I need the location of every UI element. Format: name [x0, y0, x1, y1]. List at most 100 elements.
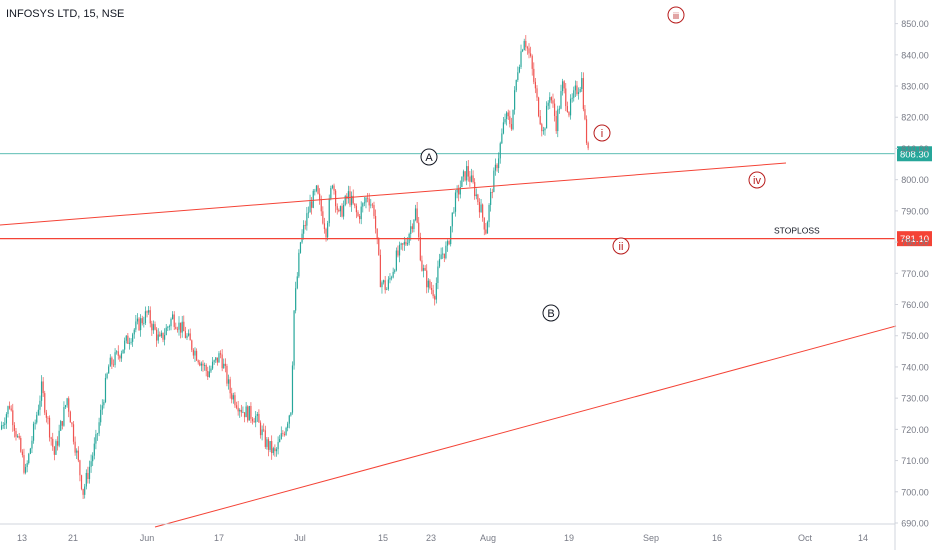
candle-body — [496, 164, 498, 169]
candle-body — [381, 282, 383, 288]
candle-body — [486, 221, 489, 234]
candle-body — [560, 91, 562, 109]
candle-body — [315, 185, 318, 191]
candle-body — [151, 323, 153, 331]
candle-body — [333, 185, 335, 191]
candle-body — [195, 350, 198, 361]
candle-body — [5, 414, 7, 424]
candle-body — [272, 448, 274, 454]
candle-body — [446, 241, 449, 246]
candle-body — [510, 124, 513, 130]
candle-body — [112, 364, 115, 366]
candle-body — [561, 81, 564, 92]
candle-body — [317, 185, 319, 194]
candle-body — [327, 223, 329, 238]
lower-trendline[interactable] — [154, 325, 897, 528]
candle-body — [311, 201, 313, 208]
candle-body — [293, 310, 295, 366]
candle-body — [435, 283, 437, 300]
candle-body — [418, 222, 420, 237]
candle-body — [537, 97, 540, 117]
time-axis[interactable]: 13 21 Jun 17 Jul 15 23 Aug 19 Sep 16 Oct 14 — [0, 523, 895, 543]
candle-body — [271, 441, 273, 454]
candle-body — [215, 357, 217, 361]
candle-body — [454, 192, 457, 212]
candle-body — [162, 332, 164, 340]
candle-body — [488, 204, 490, 222]
candle-body — [480, 204, 482, 213]
candle-body — [283, 434, 286, 435]
candle-body — [413, 219, 415, 229]
candle-body — [398, 244, 401, 256]
candle-body — [264, 430, 266, 447]
candle-body — [95, 434, 97, 444]
candle-body — [18, 436, 20, 439]
candle-body — [84, 486, 86, 495]
candle-body — [20, 438, 22, 452]
candle-body — [499, 143, 501, 159]
candle-body — [358, 216, 361, 220]
candle-body — [498, 158, 500, 169]
candle-body — [368, 198, 370, 206]
candle-body — [577, 92, 580, 94]
wave-label-B: B — [547, 308, 554, 320]
candle-body — [44, 393, 46, 413]
candle-body — [442, 253, 444, 255]
candle-body — [448, 241, 450, 245]
candle-body — [135, 321, 137, 330]
candle-body — [141, 318, 143, 324]
candle-body — [87, 472, 89, 479]
upper-trendline[interactable] — [0, 162, 787, 226]
candle-body — [295, 288, 297, 311]
price-axis[interactable]: 808.30 781.10 690.00 700.00 710.00 720.00 730.… — [894, 0, 932, 550]
candle-body — [416, 208, 418, 223]
candle-body — [402, 243, 404, 245]
candle-body — [507, 112, 509, 117]
candle-body — [79, 460, 81, 476]
candle-body — [116, 351, 118, 353]
candle-body — [247, 406, 249, 421]
candle-body — [242, 412, 244, 414]
candle-body — [106, 373, 108, 379]
price-tick-label: 840.00 — [901, 50, 929, 60]
candle-body — [8, 406, 11, 409]
candle-body — [218, 353, 220, 363]
candle-body — [518, 66, 521, 73]
candle-body — [240, 409, 242, 413]
candle-body — [109, 357, 111, 367]
candle-body — [504, 119, 506, 123]
candle-body — [186, 335, 188, 338]
candle-body — [400, 243, 402, 245]
candle-body — [291, 365, 294, 413]
candle-body — [506, 112, 508, 120]
wave-label-circle — [593, 124, 611, 142]
candle-body — [234, 395, 236, 406]
time-tick-label: Jul — [294, 533, 306, 543]
candle-body — [124, 340, 126, 350]
candle-body — [71, 422, 73, 425]
candle-body — [424, 268, 426, 271]
candle-body — [531, 55, 533, 69]
wave-label-ii: ii — [619, 241, 624, 253]
candle-body — [553, 103, 556, 116]
candle-body — [394, 270, 396, 272]
price-tick-label: 800.00 — [901, 175, 929, 185]
candle-body — [440, 254, 442, 260]
candle-body — [12, 410, 14, 426]
candle-body — [69, 411, 71, 423]
candle-body — [414, 208, 417, 220]
candle-body — [144, 311, 147, 324]
candle-body — [250, 405, 252, 419]
candle-body — [410, 226, 412, 235]
candle-body — [434, 296, 436, 300]
candle-body — [493, 170, 495, 193]
candle-body — [298, 252, 300, 277]
candle-body — [24, 467, 27, 473]
candle-body — [363, 202, 365, 204]
candle-body — [263, 429, 265, 431]
candle-body — [277, 442, 279, 450]
drawings-layer: STOPLOSS — [0, 153, 897, 528]
candle-body — [189, 333, 191, 341]
